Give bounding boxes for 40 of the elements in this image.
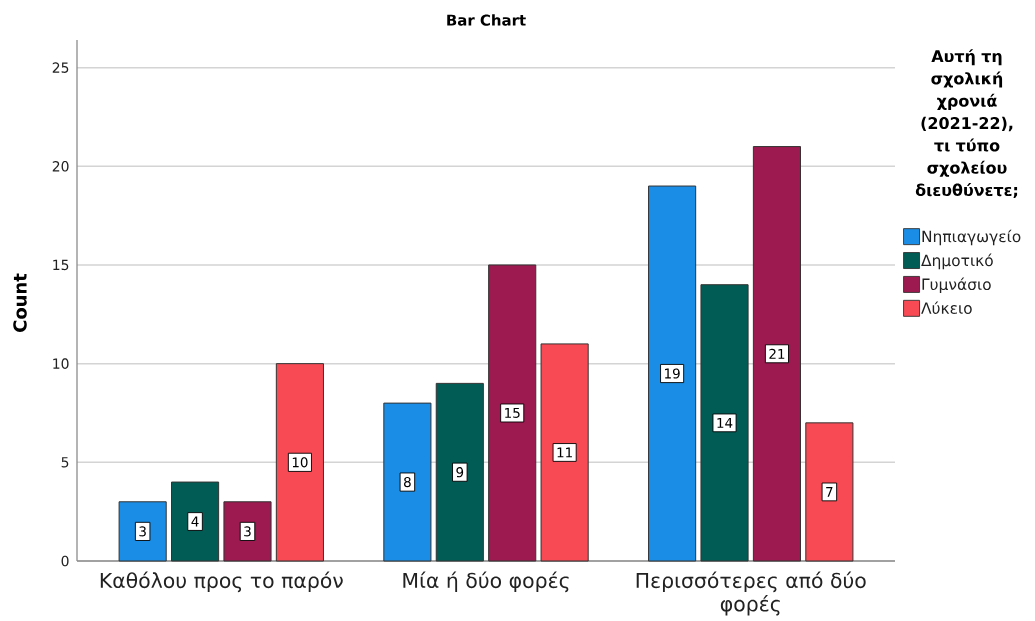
- data-label: 4: [191, 516, 199, 527]
- x-tick-label: Περισσότερες από δύο φορές: [636, 571, 866, 616]
- y-tick-label: 25: [52, 62, 69, 73]
- data-label: 8: [404, 476, 411, 488]
- data-label: 21: [769, 348, 785, 359]
- data-label: 7: [826, 487, 833, 497]
- data-label: 9: [456, 467, 464, 478]
- x-tick-label: Καθόλου προς το παρόν: [100, 571, 343, 593]
- bar: [435, 382, 484, 562]
- bar: [275, 363, 324, 562]
- data-label: 11: [557, 447, 572, 458]
- legend-label: Δημοτικό: [921, 253, 993, 270]
- y-tick-label: 15: [53, 259, 69, 271]
- legend-title: Αυτή τη σχολική χρονιά (2021-22), τι τύπο σχολείου διευθύνετε;: [915, 49, 1018, 199]
- data-label: 10: [292, 457, 308, 468]
- bar: [223, 501, 272, 562]
- data-label: 19: [665, 368, 680, 379]
- bar: [700, 284, 749, 562]
- data-label: 3: [139, 526, 146, 537]
- chart-title: Bar Chart: [447, 14, 526, 26]
- legend-label: Νηπιαγωγείο: [922, 229, 1021, 246]
- legend-label: Γυμνάσιο: [922, 277, 991, 294]
- bar: [171, 481, 220, 562]
- data-label: 15: [505, 407, 520, 418]
- legend-label: Λύκειο: [921, 301, 972, 314]
- data-label: 14: [717, 417, 733, 428]
- data-label: 3: [244, 526, 251, 537]
- bar: [118, 501, 167, 562]
- bar: [488, 264, 537, 562]
- x-tick-label: Μία ή δύο φορές: [403, 571, 569, 593]
- y-tick-label: 5: [61, 457, 69, 468]
- bar: [752, 146, 801, 562]
- bar: [805, 422, 854, 562]
- y-tick-label: 20: [52, 161, 69, 172]
- y-tick-label: 0: [61, 555, 69, 567]
- bar: [540, 343, 589, 562]
- y-tick-label: 10: [53, 358, 69, 369]
- y-axis-title: Count: [13, 273, 27, 332]
- bar: [648, 185, 697, 562]
- bar: [383, 402, 432, 562]
